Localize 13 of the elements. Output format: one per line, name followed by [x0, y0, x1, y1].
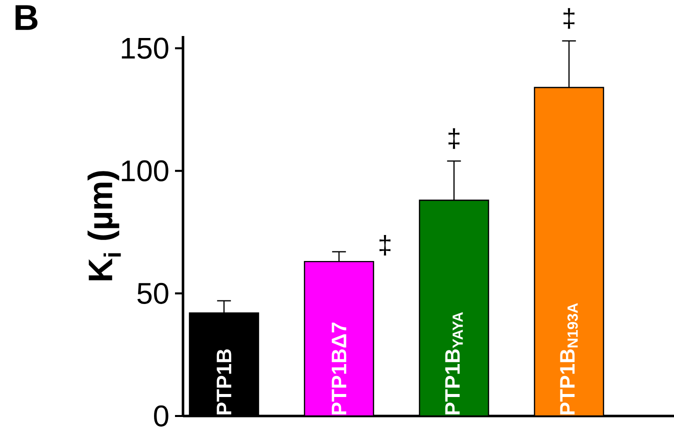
y-tick-label: 100: [122, 160, 168, 182]
text: ‡: [564, 8, 574, 29]
x-tick-label: PTP1B$_{YAYA}$: [445, 312, 463, 414]
annotation: ‡: [448, 128, 460, 149]
y-tick-label: 150: [122, 38, 168, 59]
y-tick-label: 0: [154, 405, 168, 427]
text: B: [16, 5, 38, 30]
x-tick-label: PTP1BΔ7: [332, 322, 346, 414]
x-tick-label: PTP1B$_{N193A}$: [560, 303, 578, 414]
x-tick-label: PTP1B: [216, 349, 232, 414]
y-axis-title: K$_{i}$ (µm): [88, 171, 121, 280]
annotation: ‡: [380, 234, 390, 256]
y-tick-label: 50: [137, 282, 168, 304]
